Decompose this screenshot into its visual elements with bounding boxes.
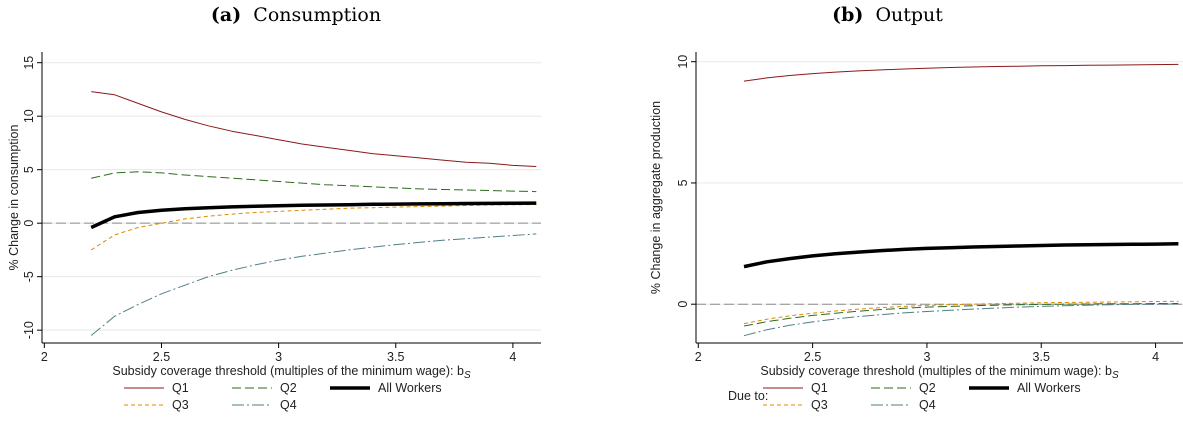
legend-label: Q1 <box>172 381 189 395</box>
y-tick-label: 5 <box>676 179 690 186</box>
panel-title-text: Consumption <box>253 4 382 26</box>
legend-label: Q2 <box>280 381 297 395</box>
series-line-q1 <box>91 91 537 167</box>
legend-label: Q1 <box>811 381 828 395</box>
y-tick-label: -10 <box>22 321 36 339</box>
legend-label: Q3 <box>811 398 828 412</box>
x-tick-label: 4 <box>509 350 516 364</box>
x-axis-title: Subsidy coverage threshold (multiples of… <box>760 364 1119 381</box>
x-tick-label: 3 <box>923 350 930 364</box>
legend-label: Q2 <box>919 381 936 395</box>
y-tick-label: 0 <box>22 220 36 227</box>
series-line-q2 <box>91 171 537 193</box>
x-axis-title: Subsidy coverage threshold (multiples of… <box>112 364 471 381</box>
legend-label: Q4 <box>280 398 297 412</box>
x-tick-label: 3.5 <box>387 350 404 364</box>
y-axis-title: % Change in aggregate production <box>649 101 663 294</box>
output-chart: 0 5 10 2 2.5 3 3.5 4 Subsidy coverage threshold … <box>649 52 1183 412</box>
x-tick-label: 3.5 <box>1033 350 1050 364</box>
x-tick-label: 4 <box>1152 350 1159 364</box>
legend-label: Q3 <box>172 398 189 412</box>
y-tick-label: 5 <box>22 166 36 173</box>
legend-label: All Workers <box>378 381 442 395</box>
panel-consumption: (a) Consumption -10 -5 0 5 10 15 2 2.5 3 3.5 4 Subs… <box>0 4 592 412</box>
series-line-q4 <box>743 303 1179 337</box>
panel-letter: (b) <box>832 4 864 26</box>
y-tick-label: 10 <box>22 109 36 123</box>
panel-title: (a) Consumption <box>0 4 592 26</box>
x-tick-label: 2.5 <box>804 350 821 364</box>
legend-label: Q4 <box>919 398 936 412</box>
legend-prefix: Due to: <box>728 389 768 403</box>
panel-output: (b) Output 0 5 10 2 2.5 3 3.5 4 Subsidy coverage… <box>592 0 1183 426</box>
series-line-q3 <box>743 300 1179 325</box>
series-line-q2 <box>743 303 1179 327</box>
y-tick-label: 10 <box>676 55 690 69</box>
x-tick-label: 2.5 <box>153 350 170 364</box>
panel-title: (b) Output <box>592 4 1183 26</box>
y-tick-label: 15 <box>22 56 36 70</box>
series-line-q4 <box>90 233 537 336</box>
series-line-q1 <box>743 63 1179 82</box>
x-tick-label: 2 <box>695 350 702 364</box>
x-tick-label: 2 <box>41 350 48 364</box>
y-tick-label: 0 <box>676 301 690 308</box>
y-tick-label: -5 <box>22 271 36 282</box>
consumption-chart: -10 -5 0 5 10 15 2 2.5 3 3.5 4 Subsidy coverage thr… <box>7 52 541 412</box>
legend-label: All Workers <box>1017 381 1081 395</box>
x-tick-label: 3 <box>275 350 282 364</box>
panel-letter: (a) <box>210 4 242 26</box>
panel-title-text: Output <box>875 4 943 26</box>
y-axis-title: % Change in consumption <box>7 124 21 270</box>
series-line-all-workers <box>743 242 1179 269</box>
series-line-all-workers <box>90 201 537 230</box>
series-line-q3 <box>90 204 537 251</box>
